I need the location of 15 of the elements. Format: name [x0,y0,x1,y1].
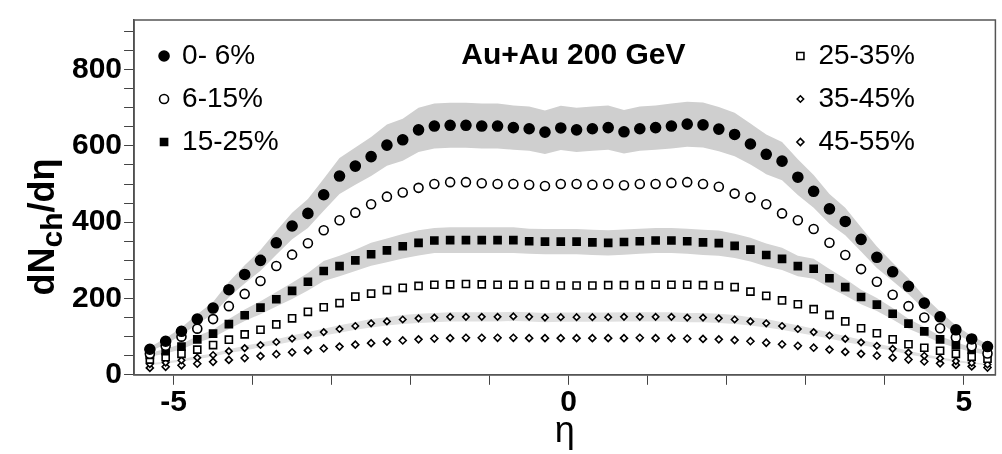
legend-label: 45-55% [818,124,915,156]
x-tick-label: -5 [160,384,187,418]
y-tick-label: 400 [71,203,123,237]
y-tick-label: 600 [71,127,123,161]
legend-label: 25-35% [818,38,915,70]
x-tick-label: 5 [955,384,973,418]
legend-label: 6-15% [182,81,263,113]
y-tick-label: 0 [105,356,123,390]
x-tick-label: 0 [560,384,578,418]
annotation: Au+Au 200 GeV [461,37,686,71]
y-tick-label: 800 [71,50,123,84]
y-tick-label: 200 [71,279,123,313]
legend-label: 0- 6% [182,38,256,70]
legend-label: 15-25% [182,124,279,156]
legend-label: 35-45% [818,81,915,113]
